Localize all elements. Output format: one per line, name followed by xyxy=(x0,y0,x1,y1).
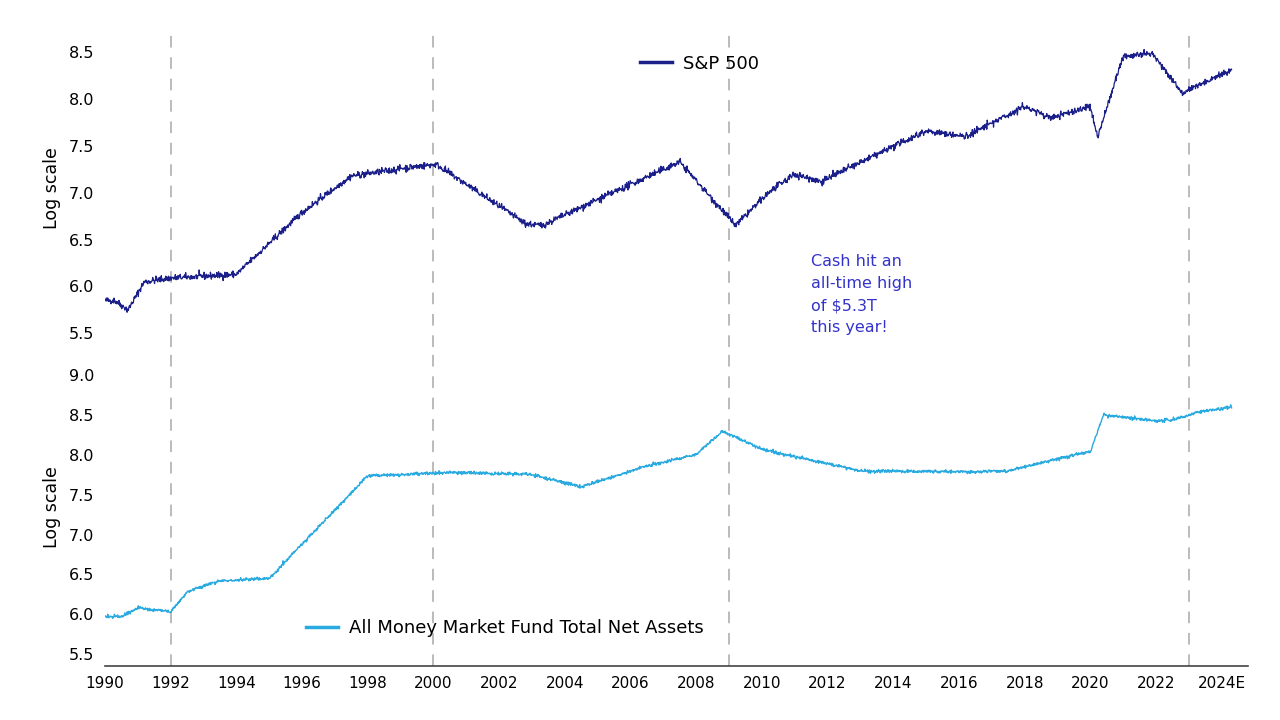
Y-axis label: Log scale: Log scale xyxy=(42,147,60,229)
Text: Cash hit an
all-time high
of $5.3T
this year!: Cash hit an all-time high of $5.3T this … xyxy=(812,253,913,336)
Legend: All Money Market Fund Total Net Assets: All Money Market Fund Total Net Assets xyxy=(298,612,712,644)
Y-axis label: Log scale: Log scale xyxy=(42,466,60,548)
Legend: S&P 500: S&P 500 xyxy=(632,48,767,80)
